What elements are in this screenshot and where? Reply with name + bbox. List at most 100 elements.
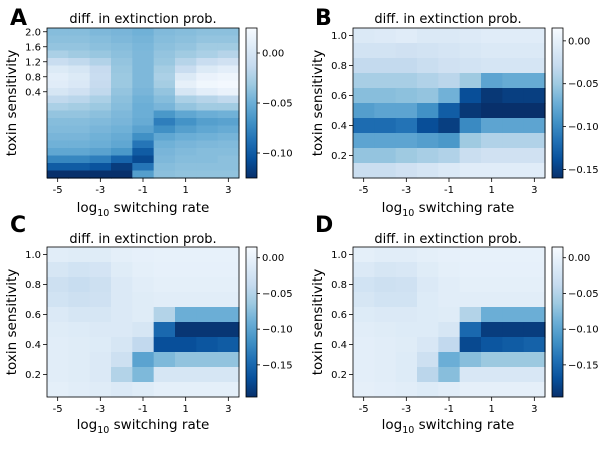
- heatmap-cell: [523, 133, 546, 149]
- panel-letter: C: [10, 213, 26, 238]
- heatmap-cell: [175, 43, 197, 52]
- heatmap-cell: [68, 50, 91, 59]
- heatmap-cell: [47, 337, 69, 353]
- heatmap-cell: [89, 43, 112, 52]
- heatmap-cell: [47, 247, 69, 263]
- heatmap-cell: [175, 88, 197, 97]
- heatmap-cell: [89, 50, 112, 59]
- heatmap-cell: [89, 58, 112, 67]
- panel-letter: D: [315, 213, 333, 238]
- heatmap-cell: [68, 73, 91, 82]
- y-tick-label: 0.4: [331, 340, 347, 351]
- heatmap-cell: [132, 155, 155, 164]
- heatmap-cell: [175, 382, 197, 398]
- heatmap-cell: [395, 133, 418, 149]
- heatmap-cell: [217, 170, 240, 179]
- heatmap-cell: [459, 247, 482, 263]
- y-axis-label: toxin sensitivity: [4, 50, 20, 156]
- heatmap-cell: [111, 307, 133, 323]
- heatmap-cell: [438, 322, 461, 338]
- colorbar-tick-label: 0.00: [568, 36, 590, 47]
- heatmap-cell: [417, 277, 439, 293]
- heatmap-cell: [217, 73, 240, 82]
- heatmap-cells: [47, 247, 240, 398]
- heatmap-cell: [153, 43, 176, 52]
- heatmap-cell: [47, 148, 69, 157]
- heatmap-cell: [132, 43, 155, 52]
- x-tick-label: 1: [182, 185, 188, 196]
- heatmap-cell: [353, 307, 375, 323]
- heatmap-cell: [175, 103, 197, 112]
- x-tick-label: -5: [53, 404, 63, 415]
- heatmap-cell: [111, 58, 133, 67]
- heatmap-cell: [175, 277, 197, 293]
- heatmap-cell: [459, 28, 482, 44]
- heatmap-cell: [47, 50, 69, 59]
- heatmap-cell: [196, 247, 219, 263]
- x-tick-label: -1: [138, 185, 148, 196]
- heatmap-cell: [68, 367, 91, 383]
- heatmap-cell: [175, 352, 197, 368]
- colorbar-tick-label: 0.00: [262, 253, 284, 264]
- heatmap-cell: [153, 58, 176, 67]
- heatmap-cell: [438, 367, 461, 383]
- heatmap-cell: [417, 247, 439, 263]
- heatmap-cell: [196, 35, 219, 44]
- x-tick-label: -3: [401, 185, 411, 196]
- y-tick-label: 0.2: [25, 370, 41, 381]
- heatmap-cell: [89, 277, 112, 293]
- x-axis-label: log10 switching rate: [77, 200, 210, 219]
- chart-title: diff. in extinction prob.: [69, 232, 216, 247]
- heatmap-cell: [217, 103, 240, 112]
- heatmap-cell: [111, 35, 133, 44]
- heatmap-cell: [459, 148, 482, 164]
- heatmap-cell: [68, 155, 91, 164]
- heatmap-cell: [89, 80, 112, 89]
- heatmap-cell: [175, 155, 197, 164]
- heatmap-cell: [395, 337, 418, 353]
- heatmap-cell: [89, 262, 112, 278]
- heatmap-cell: [111, 352, 133, 368]
- heatmap-cell: [196, 322, 219, 338]
- heatmap-cell: [438, 382, 461, 398]
- heatmap-cell: [47, 73, 69, 82]
- y-tick-label: 0.6: [25, 310, 41, 321]
- heatmap-cell: [111, 277, 133, 293]
- heatmap-cell: [374, 133, 397, 149]
- heatmap-cell: [89, 247, 112, 263]
- heatmap-cell: [47, 80, 69, 89]
- y-axis-label: toxin sensitivity: [310, 50, 326, 156]
- heatmap-cell: [438, 118, 461, 134]
- heatmap-cell: [132, 58, 155, 67]
- heatmap-cell: [196, 262, 219, 278]
- x-tick-label: 3: [531, 404, 537, 415]
- heatmap-cell: [89, 65, 112, 74]
- heatmap-cell: [47, 322, 69, 338]
- heatmap-cell: [196, 65, 219, 74]
- heatmap-cell: [459, 163, 482, 179]
- heatmap-cell: [502, 133, 525, 149]
- heatmap-cell: [196, 73, 219, 82]
- colorbar-tick-label: −0.15: [568, 360, 599, 371]
- panel-letter: A: [10, 6, 27, 31]
- heatmap-cell: [481, 352, 503, 368]
- heatmap-cell: [523, 148, 546, 164]
- heatmap-cell: [111, 170, 133, 179]
- heatmap-cell: [68, 337, 91, 353]
- heatmap-cell: [111, 262, 133, 278]
- heatmap-cell: [132, 110, 155, 119]
- heatmap-cell: [175, 170, 197, 179]
- heatmap-cell: [175, 58, 197, 67]
- heatmap-cell: [523, 352, 546, 368]
- heatmap-cell: [196, 58, 219, 67]
- heatmap-cell: [47, 133, 69, 142]
- heatmap-cell: [153, 292, 176, 308]
- heatmap-cell: [153, 80, 176, 89]
- heatmap-cell: [196, 125, 219, 134]
- heatmap-cell: [217, 118, 240, 127]
- heatmap-cell: [47, 367, 69, 383]
- heatmap-cell: [217, 133, 240, 142]
- heatmap-cell: [481, 88, 503, 104]
- heatmap-cell: [68, 125, 91, 134]
